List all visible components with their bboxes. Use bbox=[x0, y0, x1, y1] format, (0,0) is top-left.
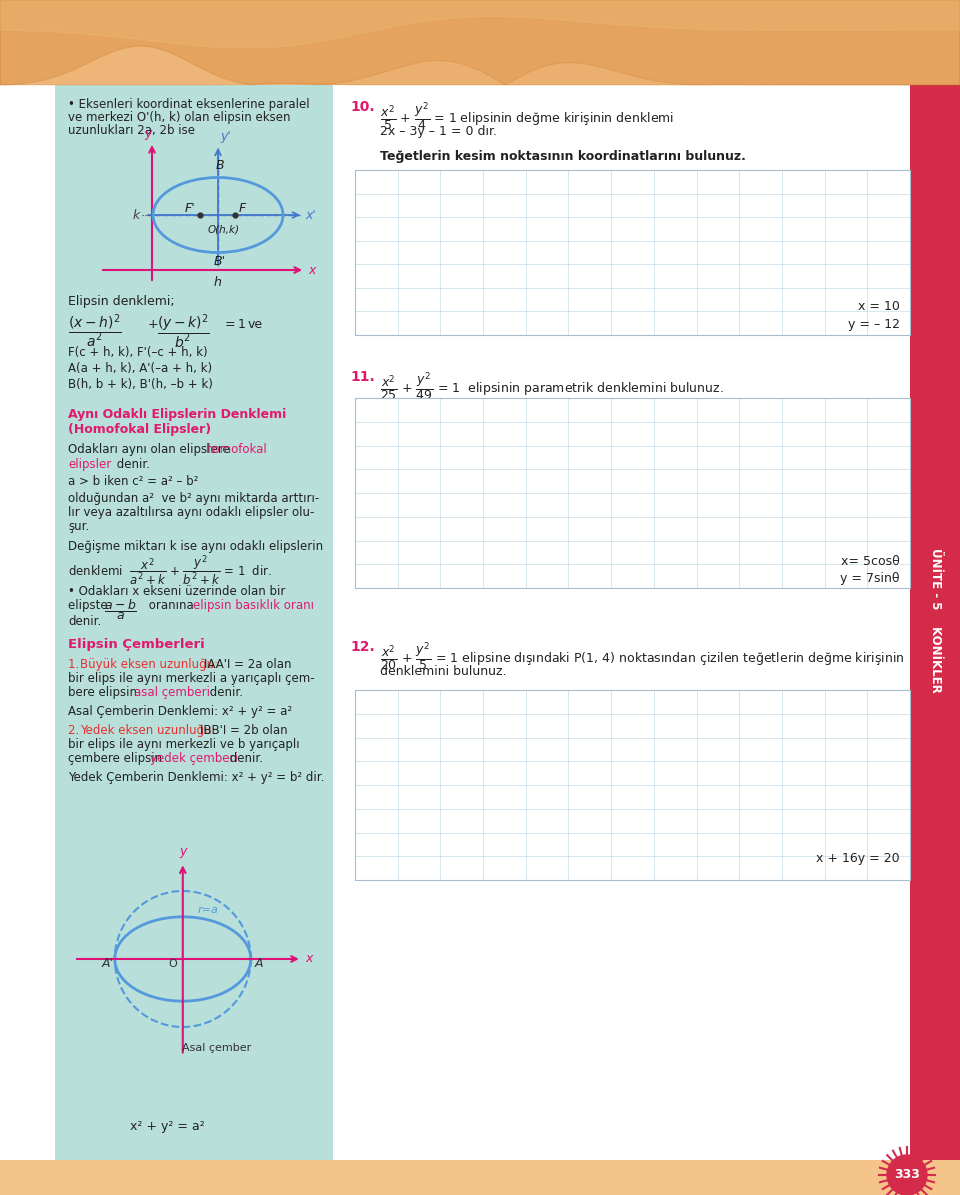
Bar bbox=[333, 85, 911, 1160]
Text: yedek çemberi: yedek çemberi bbox=[150, 752, 238, 765]
Text: asal çemberi: asal çemberi bbox=[134, 686, 210, 699]
Text: Elipsin Çemberleri: Elipsin Çemberleri bbox=[68, 638, 204, 651]
Text: Elipsin denklemi;: Elipsin denklemi; bbox=[68, 295, 175, 308]
Text: ve: ve bbox=[248, 318, 263, 331]
Text: $\dfrac{x^2}{5}$ + $\dfrac{y^2}{4}$ = 1 elipsinin değme kirişinin denklemi: $\dfrac{x^2}{5}$ + $\dfrac{y^2}{4}$ = 1 … bbox=[380, 100, 674, 133]
Text: elipste: elipste bbox=[68, 599, 111, 612]
Text: lır veya azaltılırsa aynı odaklı elipsler olu-: lır veya azaltılırsa aynı odaklı elipsle… bbox=[68, 505, 314, 519]
Text: 1.: 1. bbox=[68, 658, 83, 672]
Text: A(a + h, k), A'(–a + h, k): A(a + h, k), A'(–a + h, k) bbox=[68, 362, 212, 375]
Text: $\dfrac{(y-k)^2}{b^2}$: $\dfrac{(y-k)^2}{b^2}$ bbox=[157, 312, 210, 350]
Text: A: A bbox=[254, 957, 263, 970]
Text: x: x bbox=[308, 264, 316, 276]
Text: $\dfrac{x^2}{25}$ + $\dfrac{y^2}{49}$ = 1  elipsinin parametrik denklemini bulun: $\dfrac{x^2}{25}$ + $\dfrac{y^2}{49}$ = … bbox=[380, 370, 724, 403]
Text: B: B bbox=[216, 159, 225, 172]
Text: Değişme miktarı k ise aynı odaklı elipslerin: Değişme miktarı k ise aynı odaklı elipsl… bbox=[68, 540, 324, 553]
Text: x: x bbox=[305, 952, 313, 966]
Text: 10.: 10. bbox=[350, 100, 374, 114]
Text: $+$: $+$ bbox=[147, 318, 158, 331]
Text: Büyük eksen uzunluğu:: Büyük eksen uzunluğu: bbox=[80, 658, 222, 672]
Text: h: h bbox=[214, 276, 222, 289]
Text: • Eksenleri koordinat eksenlerine paralel: • Eksenleri koordinat eksenlerine parale… bbox=[68, 98, 310, 111]
Bar bbox=[0, 1160, 960, 1195]
Text: O: O bbox=[169, 960, 178, 969]
Text: $\dfrac{(x-h)^2}{a^2}$: $\dfrac{(x-h)^2}{a^2}$ bbox=[68, 312, 122, 350]
Text: x= 5cosθ: x= 5cosθ bbox=[841, 554, 900, 568]
Text: $= 1$: $= 1$ bbox=[222, 318, 246, 331]
Bar bbox=[55, 85, 333, 1160]
Text: ÜNİTE - 5    KONİKLER: ÜNİTE - 5 KONİKLER bbox=[928, 547, 942, 692]
Text: A': A' bbox=[101, 957, 113, 970]
Text: uzunlukları 2a, 2b ise: uzunlukları 2a, 2b ise bbox=[68, 124, 195, 137]
Circle shape bbox=[887, 1156, 927, 1195]
Text: denir.: denir. bbox=[206, 686, 243, 699]
Text: Aynı Odaklı Elipslerin Denklemi: Aynı Odaklı Elipslerin Denklemi bbox=[68, 407, 286, 421]
Text: oranına: oranına bbox=[145, 599, 198, 612]
Text: Odakları aynı olan elipslere: Odakları aynı olan elipslere bbox=[68, 443, 233, 456]
Text: bere elipsin: bere elipsin bbox=[68, 686, 141, 699]
Text: çembere elipsin: çembere elipsin bbox=[68, 752, 166, 765]
Text: IAA'I = 2a olan: IAA'I = 2a olan bbox=[204, 658, 292, 672]
Text: IBB'I = 2b olan: IBB'I = 2b olan bbox=[200, 724, 288, 737]
Text: 12.: 12. bbox=[350, 641, 374, 654]
Text: olduğundan a²  ve b² aynı miktarda arttırı-: olduğundan a² ve b² aynı miktarda arttır… bbox=[68, 492, 320, 505]
Text: 333: 333 bbox=[894, 1169, 920, 1182]
Text: $\dfrac{a-b}{a}$: $\dfrac{a-b}{a}$ bbox=[104, 598, 137, 621]
Text: denir.: denir. bbox=[113, 458, 150, 471]
Bar bbox=[355, 170, 910, 335]
Text: B': B' bbox=[214, 255, 226, 268]
Text: a > b iken c² = a² – b²: a > b iken c² = a² – b² bbox=[68, 474, 199, 488]
Text: F(c + h, k), F'(–c + h, k): F(c + h, k), F'(–c + h, k) bbox=[68, 347, 207, 358]
Text: • Odakları x ekseni üzerinde olan bir: • Odakları x ekseni üzerinde olan bir bbox=[68, 586, 285, 598]
Bar bbox=[355, 398, 910, 588]
Text: Asal çember: Asal çember bbox=[182, 1043, 252, 1053]
Text: 11.: 11. bbox=[350, 370, 374, 384]
Text: denir.: denir. bbox=[226, 752, 263, 765]
Text: denir.: denir. bbox=[68, 615, 101, 629]
Text: x = 10: x = 10 bbox=[858, 300, 900, 313]
Text: elipsler: elipsler bbox=[68, 458, 111, 471]
Text: O(h,k): O(h,k) bbox=[208, 223, 240, 234]
Text: bir elips ile aynı merkezli a yarıçaplı çem-: bir elips ile aynı merkezli a yarıçaplı … bbox=[68, 672, 315, 685]
Text: $\dfrac{x^2}{20}$ + $\dfrac{y^2}{5}$ = 1 elipsine dışındaki P(1, 4) noktasından : $\dfrac{x^2}{20}$ + $\dfrac{y^2}{5}$ = 1… bbox=[380, 641, 904, 673]
Text: Yedek eksen uzunluğu:: Yedek eksen uzunluğu: bbox=[80, 724, 220, 737]
Text: x': x' bbox=[305, 208, 316, 221]
Text: elipsin basıklık oranı: elipsin basıklık oranı bbox=[193, 599, 314, 612]
Text: y = 7sinθ: y = 7sinθ bbox=[841, 572, 900, 586]
Text: ve merkezi O'(h, k) olan elipsin eksen: ve merkezi O'(h, k) olan elipsin eksen bbox=[68, 111, 291, 124]
Text: şur.: şur. bbox=[68, 520, 89, 533]
Text: 2.: 2. bbox=[68, 724, 83, 737]
Text: F: F bbox=[238, 202, 246, 214]
Text: homofokal: homofokal bbox=[206, 443, 268, 456]
Text: 2x – 3y – 1 = 0 dır.: 2x – 3y – 1 = 0 dır. bbox=[380, 125, 497, 137]
Text: y: y bbox=[180, 845, 186, 858]
Text: bir elips ile aynı merkezli ve b yarıçaplı: bir elips ile aynı merkezli ve b yarıçap… bbox=[68, 739, 300, 750]
Bar bbox=[355, 690, 910, 880]
Text: (Homofokal Elipsler): (Homofokal Elipsler) bbox=[68, 423, 211, 436]
Text: Yedek Çemberin Denklemi: x² + y² = b² dir.: Yedek Çemberin Denklemi: x² + y² = b² di… bbox=[68, 771, 324, 784]
Text: r=a: r=a bbox=[198, 905, 219, 914]
Text: y: y bbox=[144, 127, 152, 140]
Bar bbox=[0, 0, 960, 85]
Text: denklemi  $\dfrac{x^2}{a^2+k}$ + $\dfrac{y^2}{b^2+k}$ = 1  dir.: denklemi $\dfrac{x^2}{a^2+k}$ + $\dfrac{… bbox=[68, 554, 272, 588]
Text: x + 16y = 20: x + 16y = 20 bbox=[816, 852, 900, 865]
Text: k: k bbox=[132, 208, 140, 221]
Text: denklemini bulunuz.: denklemini bulunuz. bbox=[380, 664, 507, 678]
Bar bbox=[910, 85, 960, 1160]
Text: x² + y² = a²: x² + y² = a² bbox=[130, 1120, 204, 1133]
Text: y = – 12: y = – 12 bbox=[848, 318, 900, 331]
Text: B(h, b + k), B'(h, –b + k): B(h, b + k), B'(h, –b + k) bbox=[68, 378, 213, 391]
Text: y': y' bbox=[220, 130, 230, 143]
Text: Asal Çemberin Denklemi: x² + y² = a²: Asal Çemberin Denklemi: x² + y² = a² bbox=[68, 705, 292, 718]
Text: F': F' bbox=[184, 202, 195, 214]
Text: Teğetlerin kesim noktasının koordinatlarını bulunuz.: Teğetlerin kesim noktasının koordinatlar… bbox=[380, 151, 746, 163]
